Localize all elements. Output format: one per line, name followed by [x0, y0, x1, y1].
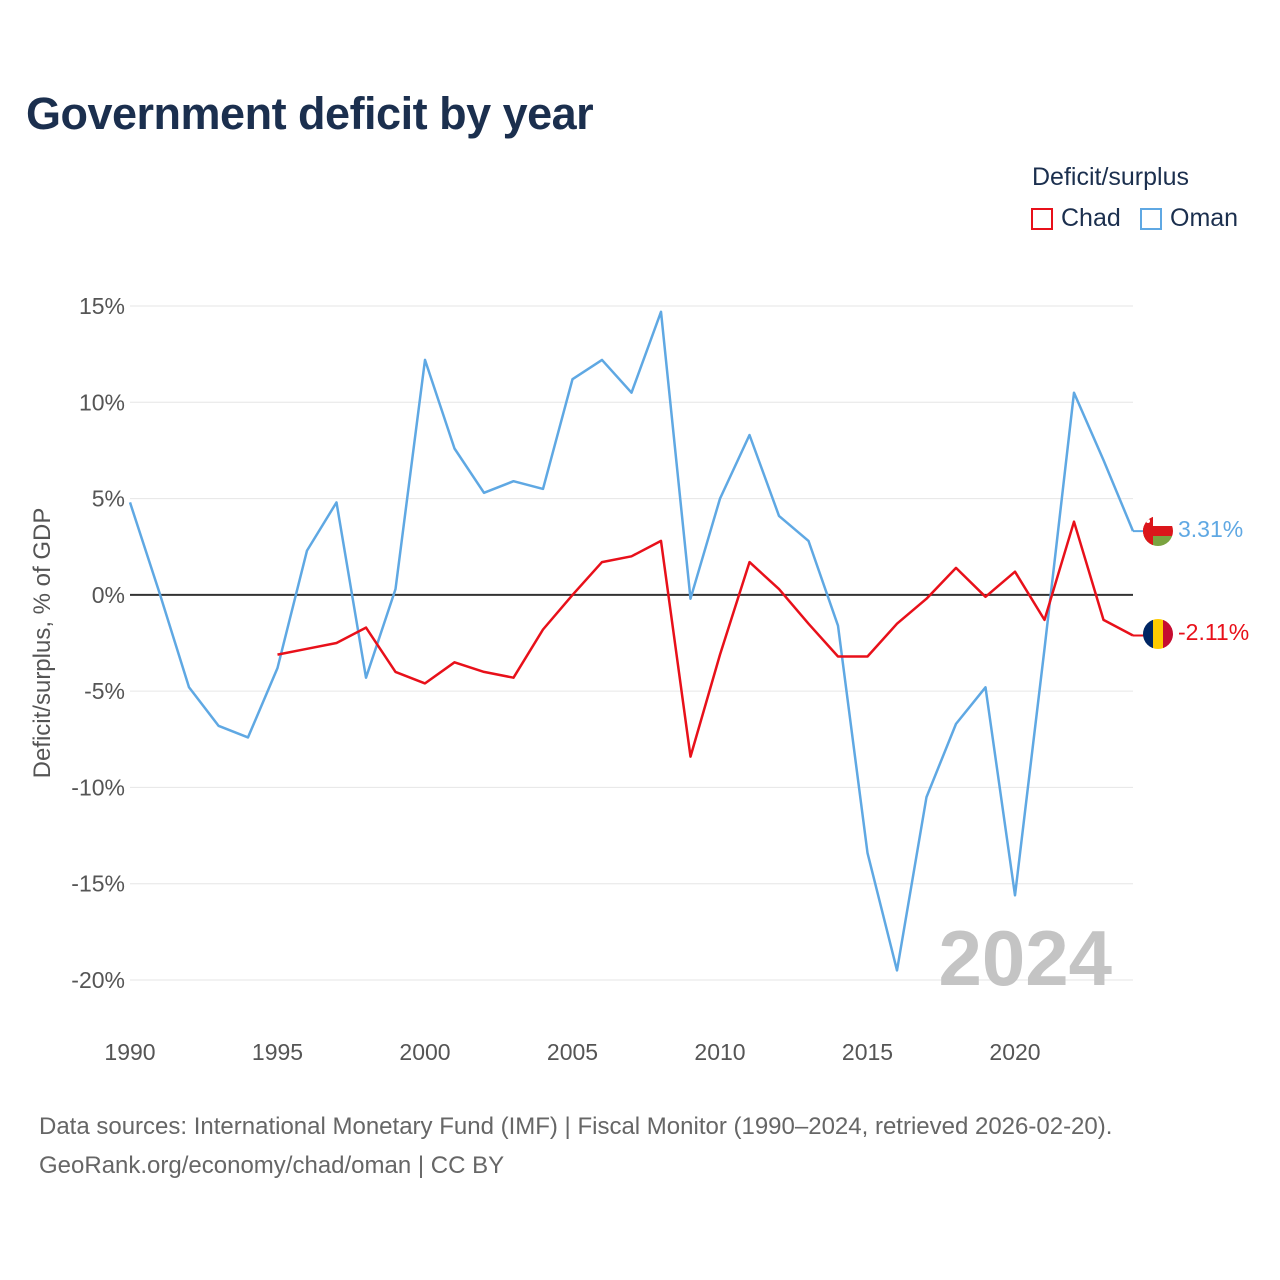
x-tick-label: 2005 [547, 1039, 598, 1065]
end-markers: 3.31% -2.11% [1143, 516, 1249, 649]
y-axis-label: Deficit/surplus, % of GDP [29, 508, 56, 779]
grid-lines [130, 305, 1133, 981]
series-line-oman [128, 310, 1135, 972]
legend-title: Deficit/surplus [1032, 163, 1189, 191]
x-tick-label: 2015 [842, 1039, 893, 1065]
legend-swatch-chad [1031, 207, 1053, 230]
x-tick-label: 2020 [989, 1039, 1040, 1065]
x-axis-ticks: 1990 1995 2000 2005 2010 2015 2020 [104, 1039, 1040, 1065]
chad-flag-icon [1143, 619, 1173, 649]
y-tick-label: -15% [71, 871, 125, 897]
y-axis-ticks: 15% 10% 5% 0% -5% -10% -15% -20% [71, 293, 125, 993]
data-sources: Data sources: International Monetary Fun… [39, 1107, 1112, 1185]
x-tick-label: 1990 [104, 1039, 155, 1065]
y-tick-label: 10% [79, 389, 125, 415]
y-tick-label: -5% [84, 678, 125, 704]
chart-title: Government deficit by year [26, 88, 594, 139]
x-tick-label: 2010 [694, 1039, 745, 1065]
legend-label-oman: Oman [1170, 204, 1239, 232]
oman-end-label: 3.31% [1178, 516, 1243, 542]
legend-swatch-oman [1140, 207, 1162, 230]
sources-line-2[interactable]: GeoRank.org/economy/chad/oman | CC BY [39, 1152, 505, 1179]
y-tick-label: -10% [71, 774, 125, 800]
x-tick-label: 2000 [399, 1039, 450, 1065]
sources-line-1: Data sources: International Monetary Fun… [39, 1113, 1113, 1140]
x-tick-label: 1995 [252, 1039, 303, 1065]
legend-item-chad[interactable]: Chad [1031, 204, 1121, 233]
y-tick-label: -20% [71, 967, 125, 993]
y-tick-label: 0% [92, 582, 125, 608]
legend-item-oman[interactable]: Oman [1140, 204, 1238, 233]
series-line-chad [277, 520, 1134, 758]
series-lines [128, 310, 1145, 972]
year-watermark: 2024 [938, 914, 1112, 1002]
y-tick-label: 5% [92, 486, 125, 512]
oman-flag-icon [1143, 516, 1173, 546]
legend-label-chad: Chad [1061, 204, 1121, 232]
y-tick-label: 15% [79, 293, 125, 319]
chad-end-label: -2.11% [1178, 619, 1249, 645]
